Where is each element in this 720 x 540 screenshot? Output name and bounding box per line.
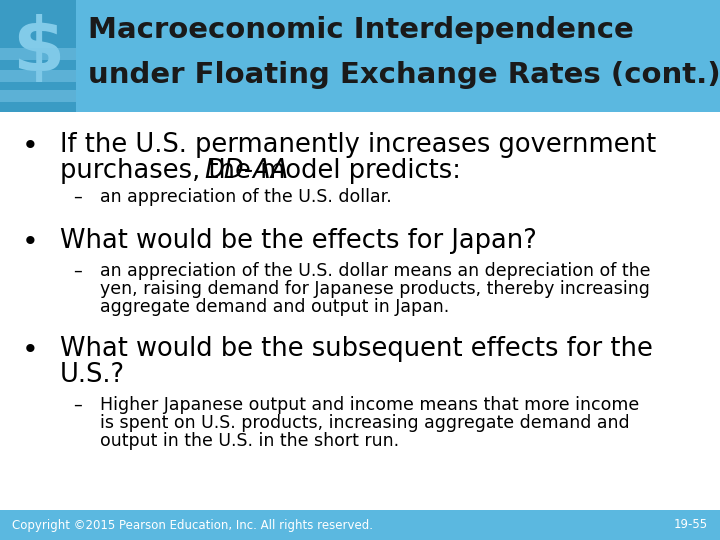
Text: model predicts:: model predicts: (253, 158, 462, 184)
Text: U.S.?: U.S.? (60, 362, 125, 388)
Text: What would be the effects for Japan?: What would be the effects for Japan? (60, 228, 536, 254)
Text: What would be the subsequent effects for the: What would be the subsequent effects for… (60, 336, 653, 362)
Bar (0, 70, 76, 82)
Text: –: – (73, 188, 82, 206)
Bar (0, 90, 76, 102)
Text: an appreciation of the U.S. dollar.: an appreciation of the U.S. dollar. (100, 188, 392, 206)
Text: •: • (22, 132, 38, 160)
Bar (0, 0, 76, 112)
Text: DD-AA: DD-AA (204, 158, 289, 184)
Text: output in the U.S. in the short run.: output in the U.S. in the short run. (100, 432, 399, 450)
Text: aggregate demand and output in Japan.: aggregate demand and output in Japan. (100, 298, 449, 316)
Text: is spent on U.S. products, increasing aggregate demand and: is spent on U.S. products, increasing ag… (100, 414, 629, 432)
Text: Macroeconomic Interdependence: Macroeconomic Interdependence (88, 16, 634, 44)
Text: –: – (73, 396, 82, 414)
Text: •: • (22, 336, 38, 364)
Bar (0, 48, 76, 60)
Text: an appreciation of the U.S. dollar means an depreciation of the: an appreciation of the U.S. dollar means… (100, 262, 650, 280)
Text: •: • (22, 228, 38, 256)
Text: purchases, the: purchases, the (60, 158, 259, 184)
Bar (0, 0, 720, 112)
Text: –: – (73, 262, 82, 280)
Bar (0, 510, 720, 540)
Text: under Floating Exchange Rates (cont.): under Floating Exchange Rates (cont.) (88, 61, 720, 89)
Text: If the U.S. permanently increases government: If the U.S. permanently increases govern… (60, 132, 656, 158)
Bar (0, 112, 720, 510)
Text: 19-55: 19-55 (674, 518, 708, 531)
Text: Higher Japanese output and income means that more income: Higher Japanese output and income means … (100, 396, 639, 414)
Text: yen, raising demand for Japanese products, thereby increasing: yen, raising demand for Japanese product… (100, 280, 650, 298)
Text: Copyright ©2015 Pearson Education, Inc. All rights reserved.: Copyright ©2015 Pearson Education, Inc. … (12, 518, 373, 531)
Text: $: $ (12, 15, 64, 87)
